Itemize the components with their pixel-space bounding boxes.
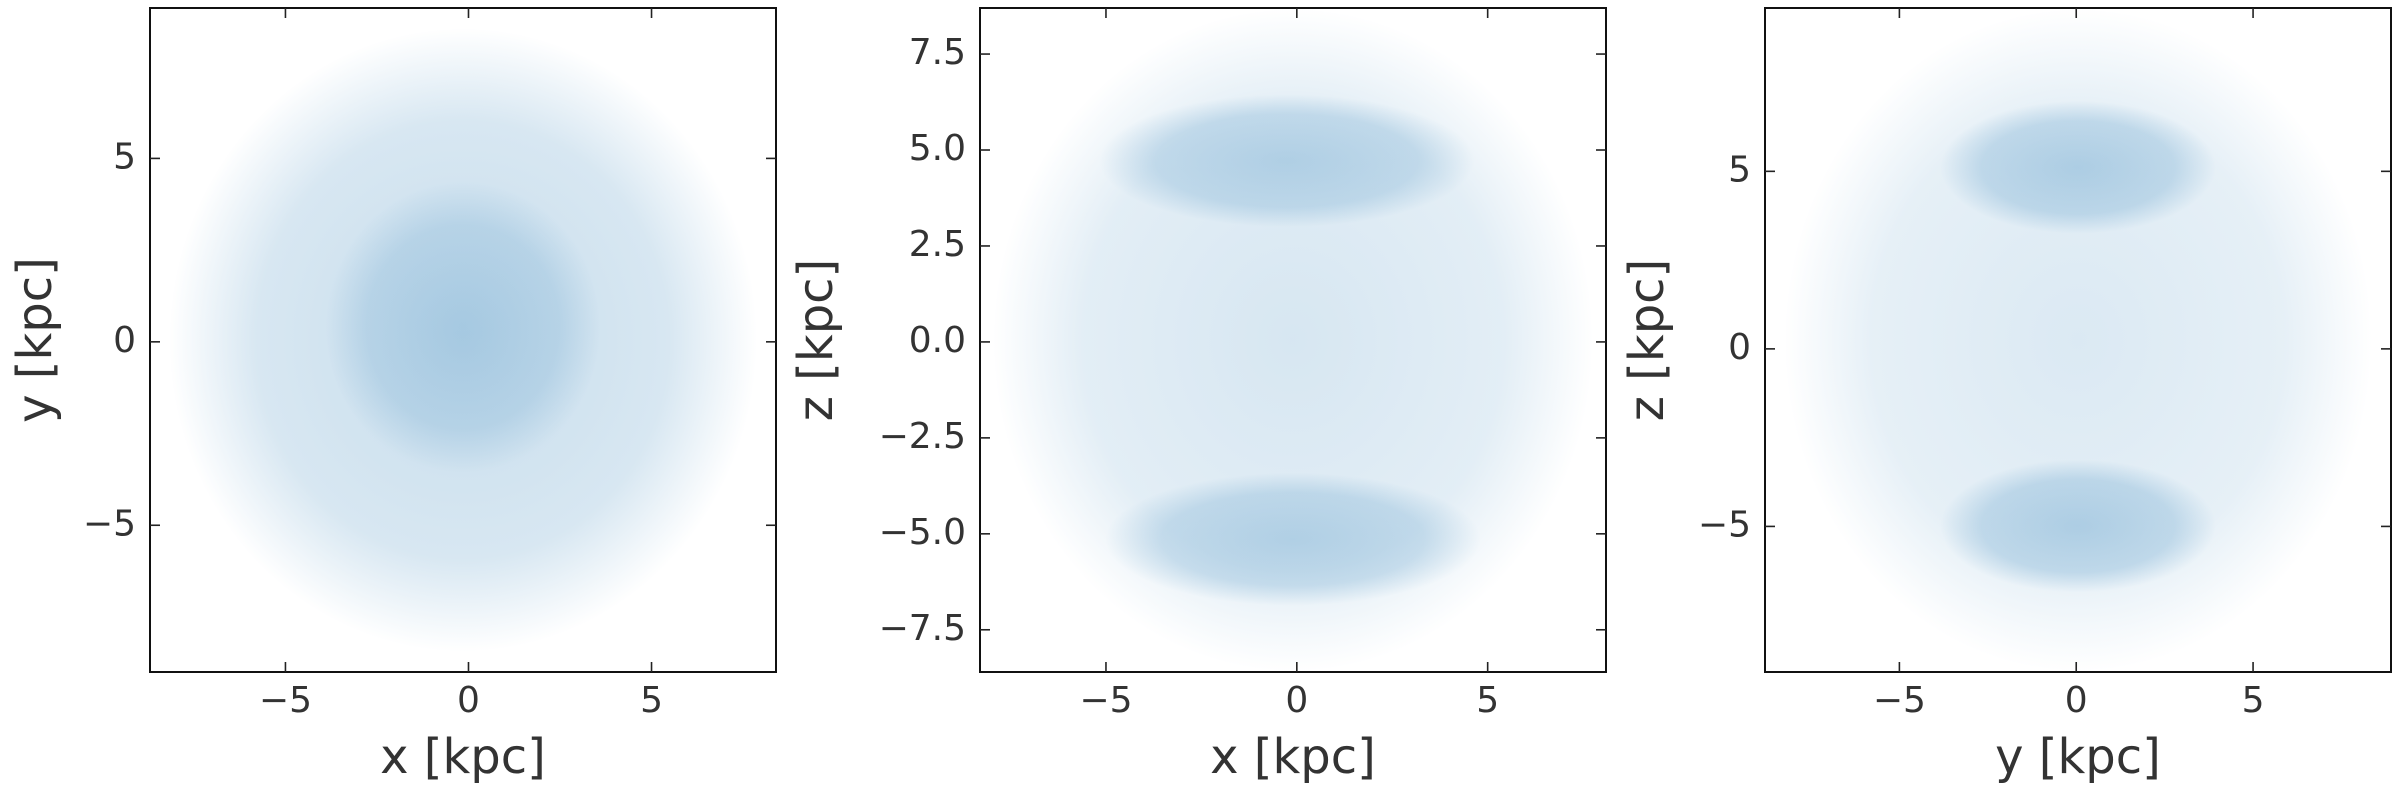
x-tick-label: 5 [1476, 680, 1499, 721]
point-cloud [1940, 459, 2216, 593]
x-axis-label: x [kpc] [380, 729, 546, 785]
x-tick-label: −5 [1873, 680, 1926, 721]
x-tick-label: 0 [1285, 680, 1308, 721]
y-tick-label: 5.0 [909, 128, 966, 169]
point-cloud [1098, 94, 1475, 228]
y-tick-label: −7.5 [879, 608, 966, 649]
y-tick-label: 0 [113, 320, 136, 361]
y-tick-label: −2.5 [879, 416, 966, 457]
x-tick-label: 0 [457, 680, 480, 721]
plot-frame [979, 7, 1607, 673]
x-tick-label: 5 [640, 680, 663, 721]
point-cloud [1105, 472, 1481, 606]
y-axis-label: z [kpc] [788, 259, 844, 422]
x-tick-label: −5 [259, 680, 312, 721]
plot-frame [149, 7, 777, 673]
y-axis-label: z [kpc] [1619, 259, 1675, 422]
x-tick-label: −5 [1079, 680, 1132, 721]
y-tick-label: 0 [1728, 327, 1751, 368]
y-tick-label: 0.0 [909, 320, 966, 361]
y-tick-label: 2.5 [909, 224, 966, 265]
y-tick-label: 5 [1728, 149, 1751, 190]
x-axis-label: y [kpc] [1995, 729, 2161, 785]
y-tick-label: −5 [83, 503, 136, 544]
x-tick-label: 0 [2065, 680, 2088, 721]
y-axis-label: y [kpc] [7, 257, 63, 423]
x-axis-label: x [kpc] [1210, 729, 1376, 785]
x-tick-label: 5 [2242, 680, 2265, 721]
plot-frame [1764, 7, 2392, 673]
y-tick-label: −5 [1698, 504, 1751, 545]
y-tick-label: −5.0 [879, 512, 966, 553]
y-tick-label: 5 [113, 136, 136, 177]
point-cloud [325, 180, 601, 473]
point-cloud [1940, 100, 2216, 234]
y-tick-label: 7.5 [909, 32, 966, 73]
point-cloud [1783, 8, 2373, 672]
